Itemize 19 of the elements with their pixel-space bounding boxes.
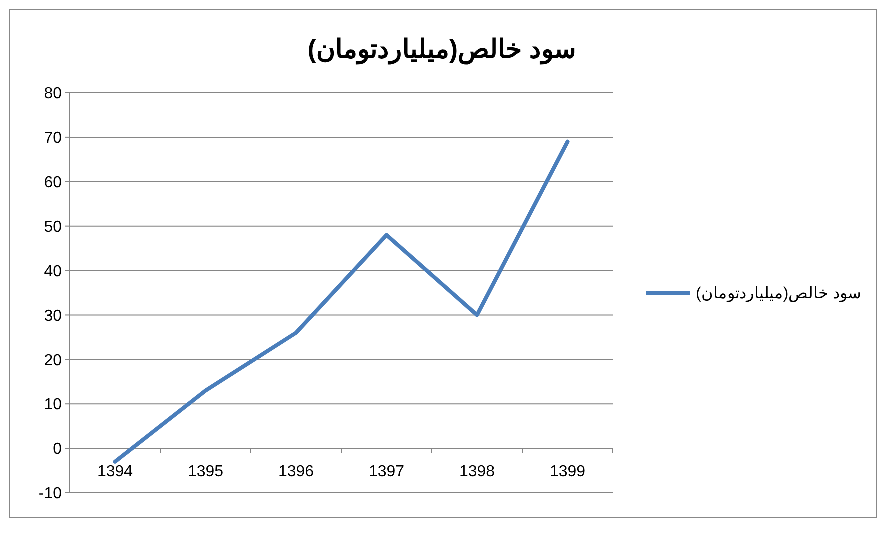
x-tick-label: 1396 [278,464,314,481]
y-tick-label: 30 [44,308,62,325]
y-tick-label: 70 [44,130,62,148]
x-tick-label: 1398 [459,464,496,481]
x-tick-label: 1397 [368,464,405,481]
legend-label: سود خالص(میلیاردتومان) [696,286,862,303]
y-tick-label: 50 [44,218,62,236]
y-tick-label: 20 [44,352,62,370]
y-tick-label: 80 [44,86,62,103]
line-series [113,140,570,464]
y-tick-label: 10 [44,396,62,414]
x-tick-label: 1395 [188,464,224,481]
y-tick-label: -10 [38,486,62,503]
chart-title: سود خالص(میلیاردتومان) [308,34,576,65]
y-tick-label: 40 [44,263,62,280]
x-tick-label: 1394 [97,464,134,481]
x-tick-label: 1399 [550,464,586,481]
y-tick-label: 0 [53,441,62,458]
y-tick-label: 60 [44,174,62,192]
